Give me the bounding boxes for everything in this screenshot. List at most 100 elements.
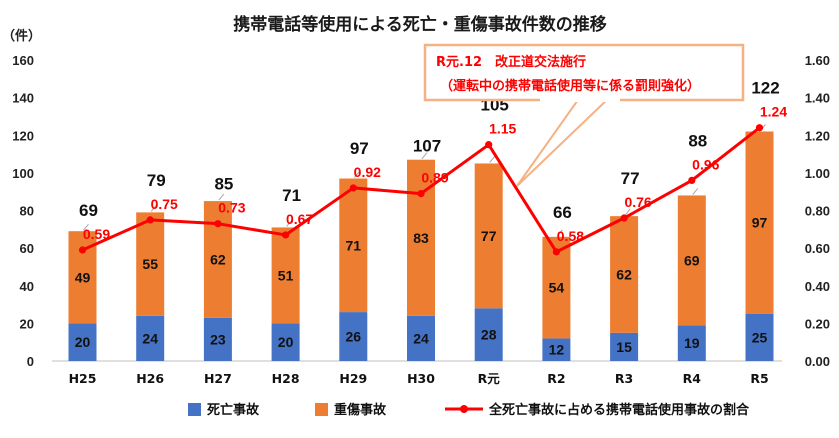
leader-line [286, 220, 292, 227]
bar-total-label: 85 [214, 175, 233, 194]
bar-serious [339, 178, 368, 313]
x-tick-label: H27 [204, 371, 232, 386]
bar-serious [610, 216, 639, 333]
y-tick-left: 140 [12, 91, 34, 106]
ratio-point [146, 216, 154, 224]
y-tick-right: 1.20 [805, 128, 830, 143]
annotation-line-1: R元.12 改正道交法施行 [436, 54, 586, 70]
bar-label-serious: 51 [278, 267, 294, 283]
leader-line [624, 208, 631, 216]
x-tick-label: R3 [615, 371, 633, 386]
bar-total-label: 66 [553, 203, 572, 222]
bar-fatal [474, 308, 503, 361]
y-axis-left-unit-label: （件） [2, 28, 41, 43]
bar-serious [474, 163, 503, 309]
bar-fatal [68, 323, 97, 361]
ratio-point [485, 141, 493, 149]
bar-label-fatal: 19 [684, 335, 700, 351]
x-tick-label: H26 [136, 371, 164, 386]
ratio-label: 0.92 [354, 164, 381, 180]
bar-label-fatal: 20 [75, 334, 91, 350]
bar-serious [271, 227, 300, 324]
x-tick-label: R2 [547, 371, 565, 386]
chart-title: 携帯電話等使用による死亡・重傷事故件数の推移 [233, 14, 607, 35]
y-tick-left: 20 [20, 316, 34, 331]
bar-total-label: 71 [282, 186, 301, 205]
bar-fatal [339, 312, 368, 361]
bar-total-label: 79 [147, 171, 166, 190]
bar-fatal [610, 332, 639, 361]
bar-label-serious: 49 [75, 269, 91, 285]
bar-label-serious: 83 [413, 230, 429, 246]
legend-label-fatal: 死亡事故 [207, 402, 260, 418]
ratio-point [349, 184, 357, 192]
bar-total-label: 122 [751, 79, 779, 98]
leader-line [489, 156, 496, 163]
y-axis-right: 0.00 0.20 0.40 0.60 0.80 1.00 1.20 1.40 1.60 [805, 53, 830, 369]
y-tick-left: 0 [27, 354, 34, 369]
leader-line [557, 229, 563, 237]
bar-label-fatal: 28 [481, 327, 497, 343]
bar-label-serious: 62 [616, 266, 632, 282]
annotation-pointer [516, 96, 613, 187]
ratio-label: 1.24 [760, 104, 787, 120]
ratio-point [755, 124, 764, 132]
y-axis-left: 0 20 40 60 80 100 120 140 160 [12, 53, 34, 369]
bar-label-serious: 62 [210, 251, 226, 267]
legend-swatch-serious [315, 403, 328, 416]
ratio-point [620, 214, 628, 222]
annotation-joint [540, 96, 620, 102]
legend: 死亡事故 重傷事故 全死亡事故に占める携帯電話使用事故の割合 [188, 402, 750, 418]
bar-fatal [136, 315, 165, 361]
bar-total-label: 69 [79, 201, 98, 220]
y-tick-left: 60 [20, 241, 34, 256]
bar-fatal [745, 313, 774, 361]
y-tick-right: 0.40 [805, 279, 830, 294]
legend-label-serious: 重傷事故 [334, 402, 387, 418]
ratio-labels: 0.59 0.75 0.73 0.67 0.92 0.89 1.15 0.58 0.76 0.96… [83, 104, 787, 244]
bar-label-fatal: 24 [142, 330, 158, 346]
bar-total-label: 97 [350, 139, 369, 158]
bar-label-serious: 69 [684, 252, 700, 268]
legend-label-ratio: 全死亡事故に占める携帯電話使用事故の割合 [488, 402, 750, 418]
leader-line [83, 223, 89, 231]
ratio-label: 0.67 [286, 211, 313, 227]
bar-fatal [271, 323, 300, 361]
bar-fatal [542, 338, 571, 361]
x-tick-label: H29 [339, 371, 367, 386]
ratio-label: 0.58 [557, 228, 584, 244]
y-tick-left: 120 [12, 128, 34, 143]
ratio-point [552, 248, 561, 256]
x-tick-label: H30 [407, 371, 435, 386]
bar-fatal [407, 315, 435, 361]
x-tick-label: R元 [478, 371, 501, 386]
bar-label-fatal: 12 [549, 342, 565, 358]
x-axis-labels: H25 H26 H27 H28 H29 H30 R元 R2 R3 R4 R5 [69, 371, 769, 386]
bar-label-serious: 71 [346, 237, 362, 253]
y-tick-left: 40 [20, 279, 34, 294]
ratio-point [214, 220, 222, 228]
bar-serious [745, 131, 774, 314]
segment-labels: 20 49 24 55 23 62 20 51 26 71 24 83 28 77 12 54 15 62 19 69… [75, 215, 768, 358]
leader-line [353, 171, 360, 178]
leader-line [218, 193, 225, 201]
ratio-point [417, 189, 425, 198]
bar-total-label: 77 [621, 169, 640, 188]
x-tick-label: R5 [750, 371, 768, 386]
x-tick-label: R4 [683, 371, 702, 386]
leader-lines [83, 124, 766, 237]
y-tick-right: 0.60 [805, 241, 830, 256]
leader-line [692, 188, 699, 195]
y-tick-left: 100 [12, 166, 34, 181]
bar-series [68, 131, 774, 361]
leader-line [421, 152, 428, 160]
bar-fatal [677, 325, 706, 361]
ratio-label: 0.73 [218, 200, 245, 216]
bar-label-serious: 54 [549, 280, 565, 296]
ratio-label: 0.76 [624, 194, 651, 210]
y-tick-right: 1.00 [805, 166, 830, 181]
bar-fatal [203, 317, 232, 361]
bar-label-serious: 77 [481, 228, 497, 244]
